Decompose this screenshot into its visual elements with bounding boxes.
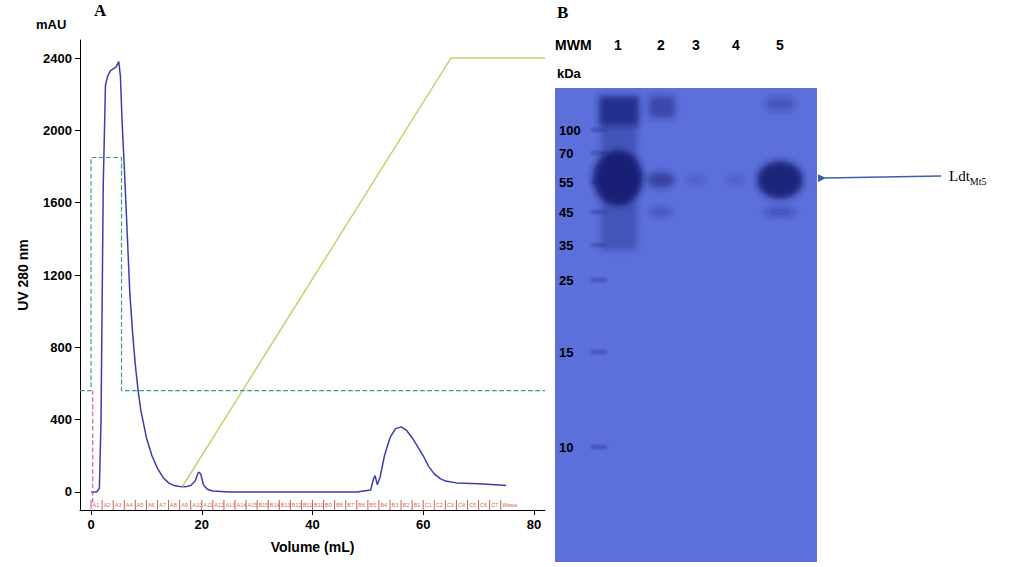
svg-text:C2: C2 [436,502,443,508]
svg-text:A3: A3 [115,502,122,508]
svg-text:A12: A12 [214,502,224,508]
svg-text:A7: A7 [159,502,166,508]
svg-text:B7: B7 [347,502,354,508]
svg-text:40: 40 [305,517,319,532]
svg-text:1200: 1200 [43,268,72,283]
svg-text:B6: B6 [358,502,365,508]
svg-text:kDa: kDa [557,66,582,81]
svg-text:C1: C1 [425,502,432,508]
svg-text:4: 4 [732,37,740,53]
svg-text:Waste: Waste [502,502,517,508]
svg-text:70: 70 [559,146,573,161]
svg-text:B5: B5 [369,502,376,508]
svg-text:C3: C3 [447,502,454,508]
svg-text:A13: A13 [225,502,235,508]
svg-text:B4: B4 [380,502,387,508]
svg-text:1600: 1600 [43,195,72,210]
svg-text:25: 25 [559,273,573,288]
svg-text:mAU: mAU [36,17,66,32]
svg-text:C7: C7 [491,502,498,508]
svg-text:Volume (mL): Volume (mL) [271,539,355,555]
svg-text:A15: A15 [248,502,258,508]
svg-text:LdtMt5: LdtMt5 [949,168,987,187]
svg-text:A6: A6 [148,502,155,508]
svg-text:B8: B8 [336,502,343,508]
svg-text:0: 0 [87,517,94,532]
svg-text:A10: A10 [192,502,202,508]
svg-text:B: B [557,3,568,22]
svg-text:15: 15 [559,345,573,360]
svg-text:800: 800 [50,340,72,355]
svg-text:B3: B3 [392,502,399,508]
svg-text:A2: A2 [104,502,111,508]
svg-text:B13: B13 [281,502,291,508]
svg-text:A14: A14 [237,502,247,508]
svg-text:B2: B2 [403,502,410,508]
svg-text:UV 280 nm: UV 280 nm [15,239,31,311]
svg-text:B12: B12 [292,502,302,508]
svg-text:B14: B14 [270,502,280,508]
svg-text:A8: A8 [170,502,177,508]
svg-text:45: 45 [559,205,573,220]
svg-text:B1: B1 [414,502,421,508]
svg-text:55: 55 [559,175,573,190]
svg-text:400: 400 [50,412,72,427]
svg-text:10: 10 [559,440,573,455]
svg-text:B10: B10 [314,502,324,508]
svg-text:2000: 2000 [43,123,72,138]
svg-text:35: 35 [559,238,573,253]
svg-text:1: 1 [614,37,622,53]
svg-text:5: 5 [776,37,784,53]
svg-text:C5: C5 [469,502,476,508]
svg-text:B15: B15 [259,502,269,508]
svg-text:A4: A4 [126,502,133,508]
svg-text:60: 60 [416,517,430,532]
svg-text:100: 100 [559,123,581,138]
svg-text:20: 20 [195,517,209,532]
svg-text:2400: 2400 [43,51,72,66]
svg-text:A11: A11 [203,502,212,508]
svg-text:A5: A5 [137,502,144,508]
svg-text:A: A [94,1,107,20]
svg-text:3: 3 [692,37,700,53]
svg-text:C4: C4 [458,502,465,508]
svg-text:A1: A1 [93,502,100,508]
svg-text:MWM: MWM [555,37,592,53]
svg-text:C6: C6 [480,502,487,508]
svg-text:80: 80 [527,517,541,532]
svg-text:0: 0 [65,484,72,499]
svg-text:B9: B9 [325,502,332,508]
svg-text:B11: B11 [303,502,312,508]
svg-text:2: 2 [657,37,665,53]
svg-text:A9: A9 [181,502,188,508]
